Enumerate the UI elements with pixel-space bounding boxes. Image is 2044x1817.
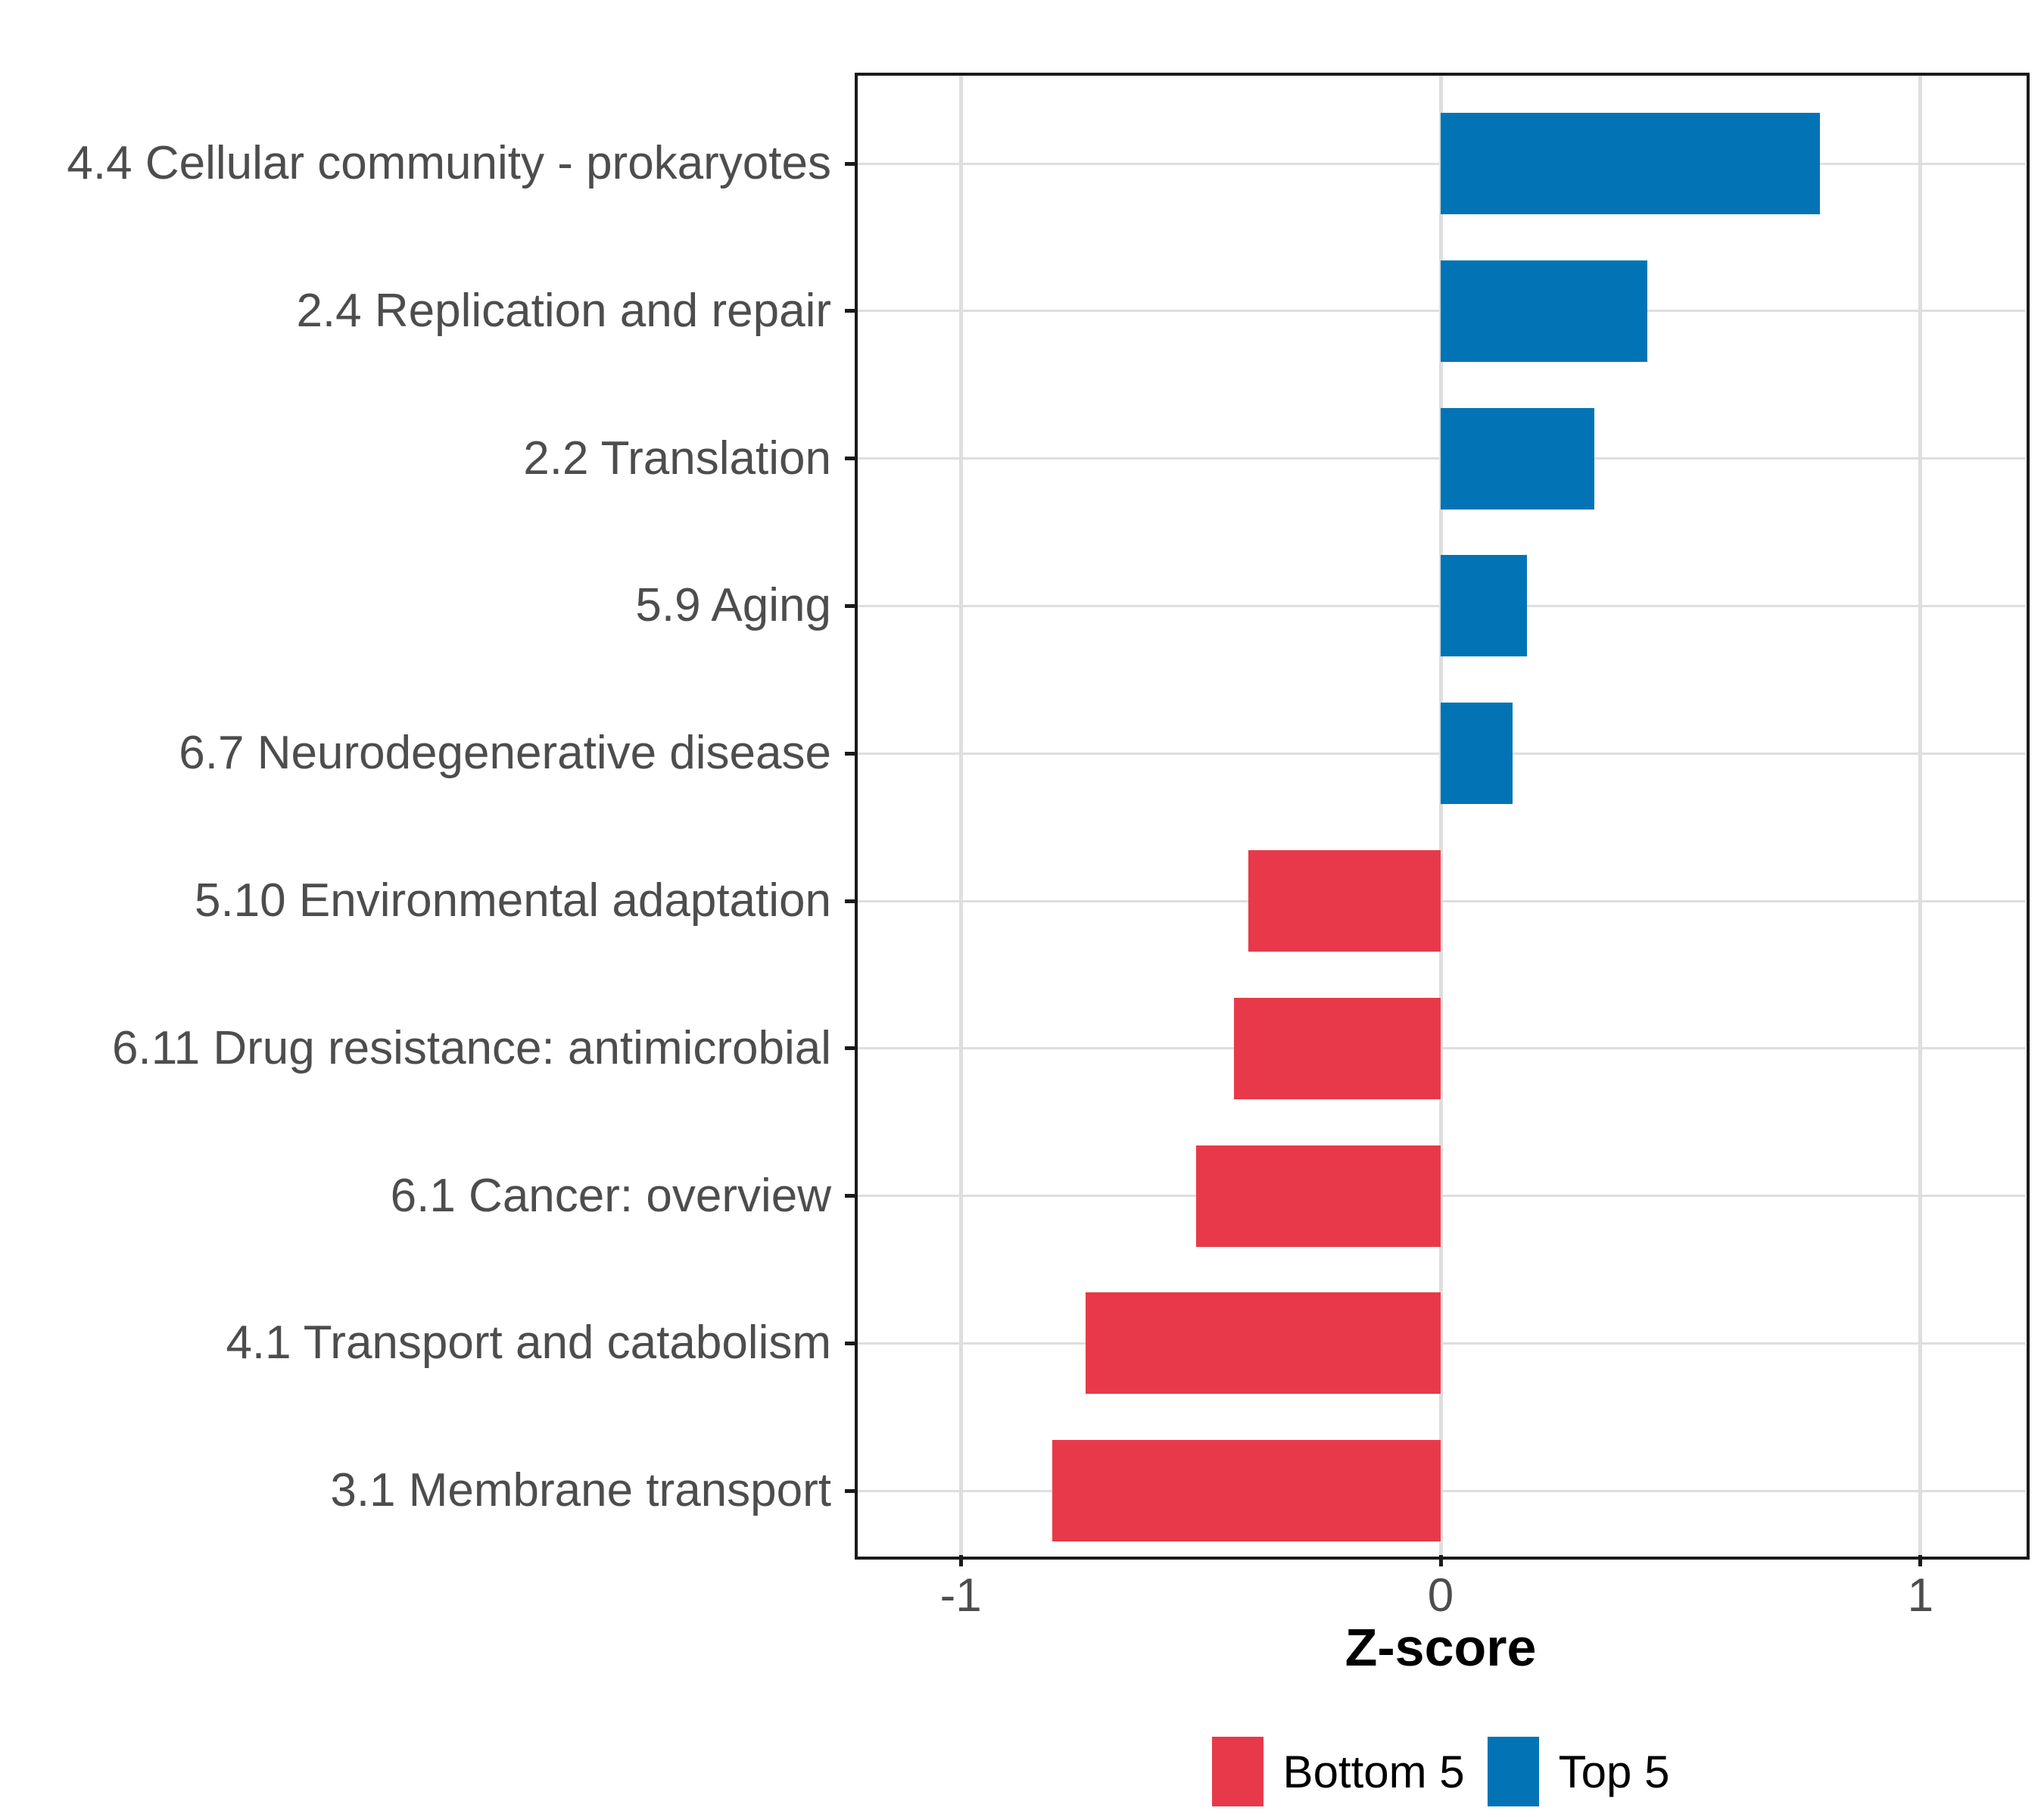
- gridline-horizontal: [856, 899, 2025, 902]
- bar-2.4: [1441, 260, 1647, 362]
- y-axis-tick: [845, 1488, 856, 1493]
- y-axis-label: 6.1 Cancer: overview: [390, 1169, 831, 1222]
- bar-3.1: [1052, 1440, 1441, 1542]
- y-axis-tick: [845, 457, 856, 461]
- x-axis-tick-label: -1: [939, 1569, 982, 1622]
- gridline-vertical: [1438, 74, 1443, 1555]
- gridline-vertical: [1918, 74, 1923, 1555]
- legend-label: Top 5: [1558, 1746, 1670, 1797]
- x-axis-title: Z-score: [1344, 1618, 1537, 1677]
- bar-4.1: [1085, 1292, 1441, 1395]
- bar-4.4: [1441, 113, 1820, 214]
- bar-6.11: [1234, 997, 1441, 1099]
- y-axis-tick: [845, 899, 856, 903]
- y-axis-tick: [845, 603, 856, 608]
- y-axis-tick: [845, 161, 856, 166]
- y-axis-label: 5.10 Environmental adaptation: [194, 874, 831, 927]
- y-axis-label: 4.4 Cellular community - prokaryotes: [67, 137, 831, 189]
- legend-item-bottom-5: Bottom 5: [1211, 1737, 1465, 1806]
- legend-swatch: [1487, 1737, 1539, 1806]
- gridline-horizontal: [856, 1342, 2025, 1345]
- x-axis-tick-label: 0: [1427, 1569, 1454, 1622]
- bar-5.10: [1248, 850, 1441, 952]
- y-axis-tick: [845, 751, 856, 756]
- y-axis-label: 3.1 Membrane transport: [330, 1464, 831, 1517]
- y-axis-label: 4.1 Transport and catabolism: [226, 1317, 831, 1370]
- legend: Bottom 5 Top 5: [856, 1735, 2025, 1808]
- bar-6.1: [1195, 1145, 1441, 1247]
- x-axis-tick: [958, 1555, 963, 1566]
- x-axis-tick: [1438, 1555, 1443, 1566]
- y-axis-label: 2.2 Translation: [523, 432, 831, 485]
- legend-label: Bottom 5: [1282, 1746, 1465, 1797]
- y-axis-label: 6.11 Drug resistance: antimicrobial: [112, 1021, 831, 1074]
- x-axis-tick: [1918, 1555, 1923, 1566]
- legend-swatch: [1211, 1737, 1263, 1806]
- gridline-vertical: [958, 74, 963, 1555]
- bar-6.7: [1441, 703, 1513, 805]
- y-axis-tick: [845, 1341, 856, 1345]
- gridline-horizontal: [856, 1047, 2025, 1050]
- y-axis-tick: [845, 309, 856, 313]
- bar-5.9: [1441, 555, 1528, 657]
- y-axis-tick: [845, 1194, 856, 1198]
- y-axis-label: 6.7 Neurodegenerative disease: [179, 727, 831, 780]
- gridline-horizontal: [856, 1195, 2025, 1198]
- y-axis-label: 5.9 Aging: [635, 579, 831, 632]
- bar-2.2: [1441, 407, 1594, 510]
- y-axis-tick: [845, 1046, 856, 1051]
- plot-panel: [856, 74, 2025, 1555]
- gridline-horizontal: [856, 1489, 2025, 1492]
- y-axis-label: 2.4 Replication and repair: [296, 284, 831, 337]
- legend-item-top-5: Top 5: [1487, 1737, 1670, 1806]
- x-axis-tick-label: 1: [1907, 1569, 1934, 1622]
